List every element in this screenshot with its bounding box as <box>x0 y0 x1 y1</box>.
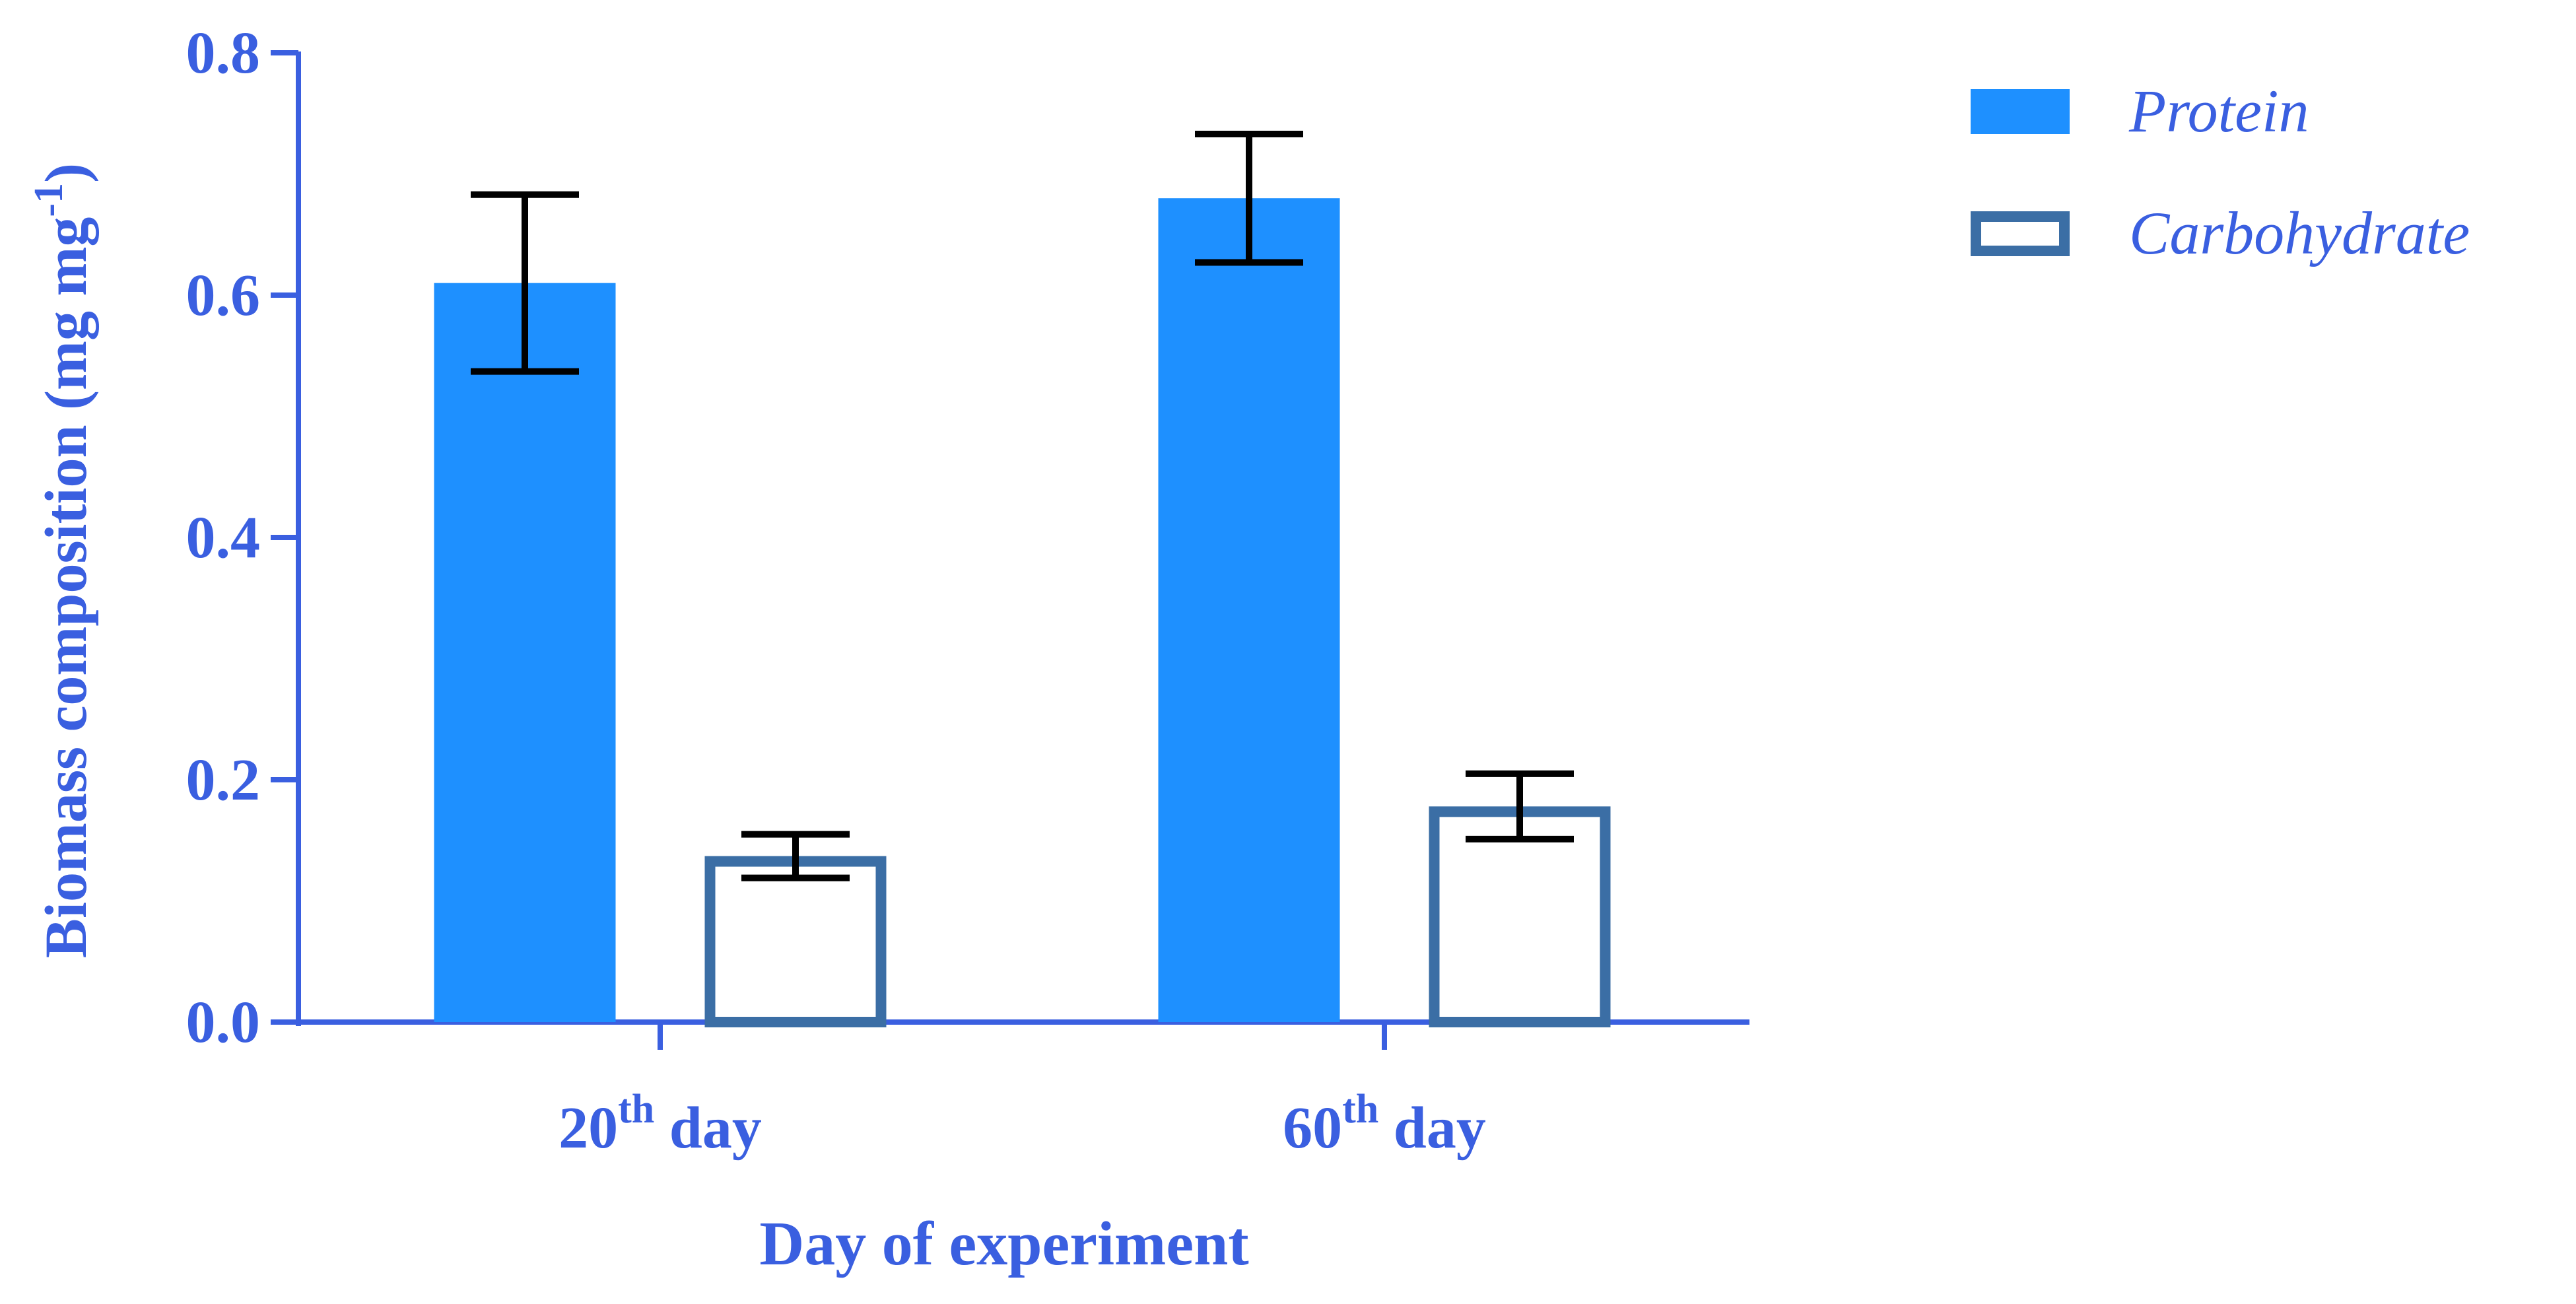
errorbar-protein <box>471 191 579 375</box>
y-axis-title: Biomass composition (mg mg-1) <box>26 163 99 958</box>
x-tick-label-number: 60 <box>1283 1095 1342 1161</box>
x-tick-label-rest: day <box>1378 1095 1486 1161</box>
bar-carbohydrate <box>704 856 887 1027</box>
error-bars <box>471 130 1574 881</box>
x-tick-label: 20th day <box>559 1087 762 1161</box>
legend-label: Protein <box>2128 77 2309 145</box>
errorbar-carbohydrate <box>741 831 850 881</box>
bar-protein <box>1158 198 1340 1023</box>
bar-protein <box>434 283 616 1022</box>
y-axis-title-close: ) <box>34 163 99 183</box>
x-tick-label-rest: day <box>654 1095 762 1161</box>
x-tick-label: 60th day <box>1283 1087 1486 1161</box>
y-tick-label: 0.8 <box>186 20 261 86</box>
y-tick-label: 0.2 <box>186 747 261 813</box>
bar-carbohydrate <box>1429 806 1611 1027</box>
errorbar-carbohydrate <box>1466 770 1574 842</box>
y-tick-label: 0.0 <box>186 990 261 1055</box>
bars <box>434 198 1611 1027</box>
legend-item-carbohydrate: Carbohydrate <box>1971 199 2470 267</box>
x-tick-label-number: 20 <box>559 1095 618 1161</box>
legend-swatch-protein <box>1971 89 2070 134</box>
errorbar-protein <box>1195 130 1303 266</box>
y-tick-label: 0.6 <box>186 263 261 328</box>
x-axis-title: Day of experiment <box>759 1210 1248 1278</box>
axis-labels: Day of experiment Biomass composition (mg… <box>26 163 1249 1278</box>
legend-swatch-carbohydrate <box>1971 211 2070 256</box>
legend: Protein Carbohydrate <box>1971 77 2470 267</box>
y-axis-title-superscript: -1 <box>26 183 71 217</box>
x-tick-label-superscript: th <box>1342 1087 1378 1132</box>
legend-label: Carbohydrate <box>2129 199 2470 267</box>
x-tick-label-superscript: th <box>618 1087 654 1132</box>
legend-item-protein: Protein <box>1971 77 2309 145</box>
y-tick-label: 0.4 <box>186 505 261 570</box>
y-axis-title-main: Biomass composition (mg mg <box>34 217 99 959</box>
